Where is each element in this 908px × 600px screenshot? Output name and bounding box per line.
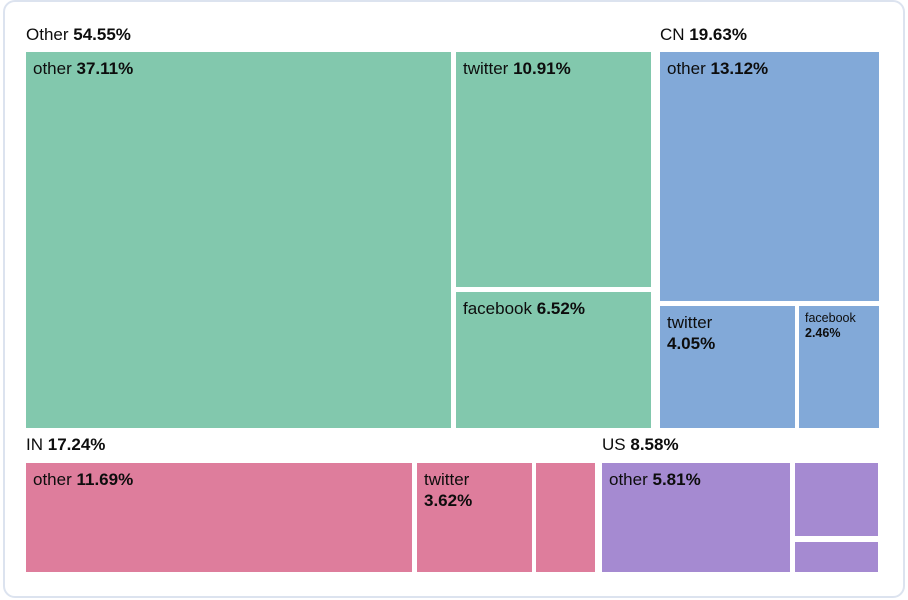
cell-value: 10.91% bbox=[513, 59, 571, 78]
treemap-cell-in-unlabeled[interactable] bbox=[536, 463, 595, 572]
group-value: 54.55% bbox=[73, 25, 131, 44]
cell-label: other bbox=[33, 59, 72, 78]
cell-value: 37.11% bbox=[76, 59, 134, 78]
group-label-cn: CN 19.63% bbox=[660, 25, 747, 45]
group-value: 19.63% bbox=[689, 25, 747, 44]
cell-label: other bbox=[33, 470, 72, 489]
group-name: CN bbox=[660, 25, 685, 44]
group-value: 17.24% bbox=[47, 435, 106, 454]
cell-value: 13.12% bbox=[710, 59, 769, 78]
group-name: IN bbox=[26, 435, 43, 454]
cell-value: 11.69% bbox=[76, 470, 134, 489]
treemap-cell-in-twitter[interactable]: twitter 3.62% bbox=[417, 463, 532, 572]
cell-value: 4.05% bbox=[667, 334, 716, 353]
treemap-cell-cn-facebook[interactable]: facebook 2.46% bbox=[799, 306, 879, 428]
group-name: Other bbox=[26, 25, 69, 44]
treemap-cell-other-other[interactable]: other 37.11% bbox=[26, 52, 451, 428]
cell-label: twitter bbox=[424, 470, 470, 489]
group-name: US bbox=[602, 435, 626, 454]
group-value: 8.58% bbox=[630, 435, 679, 454]
cell-value: 2.46% bbox=[805, 326, 841, 340]
treemap-cell-other-facebook[interactable]: facebook 6.52% bbox=[456, 292, 651, 428]
group-label-us: US 8.58% bbox=[602, 435, 679, 455]
cell-value: 6.52% bbox=[536, 299, 585, 318]
cell-label: twitter bbox=[667, 313, 713, 332]
treemap-cell-us-unlabeled-bottom[interactable] bbox=[795, 542, 878, 572]
group-label-other: Other 54.55% bbox=[26, 25, 131, 45]
treemap-cell-in-other[interactable]: other 11.69% bbox=[26, 463, 412, 572]
cell-label: other bbox=[667, 59, 706, 78]
treemap-cell-us-other[interactable]: other 5.81% bbox=[602, 463, 790, 572]
cell-label: facebook bbox=[463, 299, 532, 318]
treemap-cell-us-unlabeled-top[interactable] bbox=[795, 463, 878, 536]
cell-value: 5.81% bbox=[652, 470, 701, 489]
cell-value: 3.62% bbox=[424, 491, 473, 510]
treemap-cell-cn-other[interactable]: other 13.12% bbox=[660, 52, 879, 301]
cell-label: twitter bbox=[463, 59, 509, 78]
cell-label: facebook bbox=[805, 311, 856, 325]
cell-label: other bbox=[609, 470, 648, 489]
group-label-in: IN 17.24% bbox=[26, 435, 105, 455]
treemap-cell-other-twitter[interactable]: twitter 10.91% bbox=[456, 52, 651, 287]
treemap-cell-cn-twitter[interactable]: twitter 4.05% bbox=[660, 306, 795, 428]
